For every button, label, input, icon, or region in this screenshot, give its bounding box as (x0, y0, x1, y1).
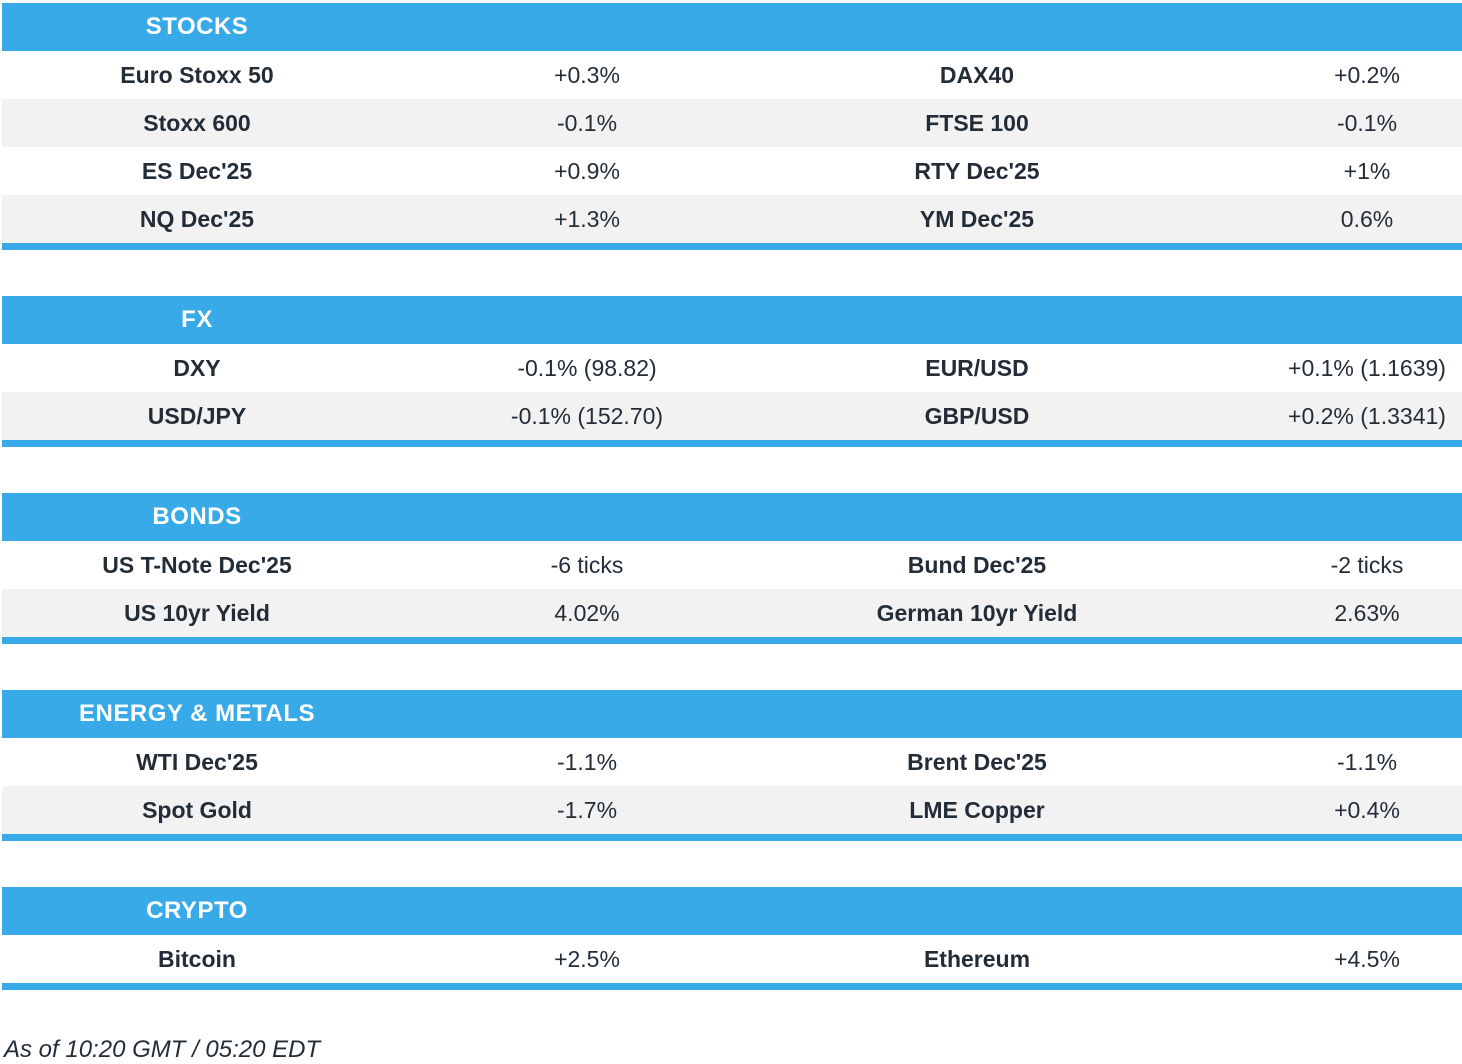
instrument-name: DAX40 (939, 62, 1015, 88)
table-row: US 10yr Yield 4.02% German 10yr Yield 2.… (2, 589, 1462, 637)
instrument-name: RTY Dec'25 (914, 158, 1040, 184)
section-header: BONDS (2, 493, 1462, 541)
instrument-change: -0.1% (1336, 110, 1398, 136)
table-row: ES Dec'25 +0.9% RTY Dec'25 +1% (2, 147, 1462, 195)
section-title: ENERGY & METALS (79, 700, 315, 727)
section-rows: US T-Note Dec'25 -6 ticks Bund Dec'25 -2… (2, 541, 1462, 637)
section-rows: Bitcoin +2.5% Ethereum +4.5% (2, 935, 1462, 983)
instrument-change: 4.02% (554, 600, 620, 626)
instrument-change: +0.4% (1334, 797, 1400, 823)
instrument-change: -6 ticks (550, 552, 624, 578)
section-header: STOCKS (2, 3, 1462, 51)
instrument-name: US 10yr Yield (124, 600, 270, 626)
instrument-name: DXY (173, 355, 221, 381)
table-row: Stoxx 600 -0.1% FTSE 100 -0.1% (2, 99, 1462, 147)
instrument-change: -0.1% (98.82) (517, 355, 657, 381)
sections-container: STOCKS Euro Stoxx 50 +0.3% DAX40 +0.2% S… (2, 3, 1462, 990)
instrument-change: -1.1% (1336, 749, 1398, 775)
instrument-change: +0.2% (1334, 62, 1400, 88)
section-title: FX (181, 306, 213, 333)
section-header: CRYPTO (2, 887, 1462, 935)
section-header: FX (2, 296, 1462, 344)
instrument-change: +1.3% (554, 206, 620, 232)
instrument-name: WTI Dec'25 (136, 749, 258, 775)
instrument-change: -0.1% (556, 110, 618, 136)
instrument-name: US T-Note Dec'25 (102, 552, 292, 578)
instrument-name: Bund Dec'25 (907, 552, 1047, 578)
section-rows: DXY -0.1% (98.82) EUR/USD +0.1% (1.1639)… (2, 344, 1462, 440)
instrument-name: GBP/USD (924, 403, 1030, 429)
instrument-name: LME Copper (909, 797, 1045, 823)
market-section: CRYPTO Bitcoin +2.5% Ethereum +4.5% (2, 887, 1462, 990)
section-underline (2, 834, 1462, 841)
instrument-name: Stoxx 600 (143, 110, 251, 136)
section-header: ENERGY & METALS (2, 690, 1462, 738)
market-section: FX DXY -0.1% (98.82) EUR/USD +0.1% (1.16… (2, 296, 1462, 447)
instrument-change: 0.6% (1340, 206, 1394, 232)
instrument-change: +0.3% (554, 62, 620, 88)
table-row: Spot Gold -1.7% LME Copper +0.4% (2, 786, 1462, 834)
table-row: US T-Note Dec'25 -6 ticks Bund Dec'25 -2… (2, 541, 1462, 589)
table-row: NQ Dec'25 +1.3% YM Dec'25 0.6% (2, 195, 1462, 243)
section-rows: WTI Dec'25 -1.1% Brent Dec'25 -1.1% Spot… (2, 738, 1462, 834)
instrument-name: USD/JPY (147, 403, 247, 429)
instrument-change: -1.1% (556, 749, 618, 775)
section-rows: Euro Stoxx 50 +0.3% DAX40 +0.2% Stoxx 60… (2, 51, 1462, 243)
instrument-change: +1% (1343, 158, 1391, 184)
instrument-change: +0.1% (1.1639) (1288, 355, 1446, 381)
instrument-change: +2.5% (554, 946, 620, 972)
instrument-change: -0.1% (152.70) (510, 403, 664, 429)
instrument-change: +0.2% (1.3341) (1288, 403, 1446, 429)
instrument-name: YM Dec'25 (919, 206, 1035, 232)
section-title: STOCKS (145, 13, 249, 40)
instrument-name: EUR/USD (925, 355, 1029, 381)
instrument-change: 2.63% (1334, 600, 1400, 626)
instrument-name: NQ Dec'25 (139, 206, 255, 232)
instrument-name: Ethereum (923, 946, 1031, 972)
market-section: BONDS US T-Note Dec'25 -6 ticks Bund Dec… (2, 493, 1462, 644)
instrument-name: FTSE 100 (925, 110, 1029, 136)
section-underline (2, 637, 1462, 644)
table-row: Euro Stoxx 50 +0.3% DAX40 +0.2% (2, 51, 1462, 99)
instrument-name: German 10yr Yield (876, 600, 1078, 626)
instrument-change: +4.5% (1334, 946, 1400, 972)
instrument-name: Brent Dec'25 (907, 749, 1047, 775)
instrument-change: -2 ticks (1330, 552, 1404, 578)
table-row: USD/JPY -0.1% (152.70) GBP/USD +0.2% (1.… (2, 392, 1462, 440)
section-underline (2, 243, 1462, 250)
instrument-change: +0.9% (554, 158, 620, 184)
section-title: BONDS (152, 503, 242, 530)
table-row: WTI Dec'25 -1.1% Brent Dec'25 -1.1% (2, 738, 1462, 786)
section-title: CRYPTO (146, 897, 248, 924)
instrument-change: -1.7% (556, 797, 618, 823)
instrument-name: ES Dec'25 (141, 158, 253, 184)
section-underline (2, 440, 1462, 447)
instrument-name: Euro Stoxx 50 (120, 62, 274, 88)
table-row: Bitcoin +2.5% Ethereum +4.5% (2, 935, 1462, 983)
instrument-name: Spot Gold (142, 797, 252, 823)
market-section: STOCKS Euro Stoxx 50 +0.3% DAX40 +0.2% S… (2, 3, 1462, 250)
market-section: ENERGY & METALS WTI Dec'25 -1.1% Brent D… (2, 690, 1462, 841)
table-row: DXY -0.1% (98.82) EUR/USD +0.1% (1.1639) (2, 344, 1462, 392)
section-underline (2, 983, 1462, 990)
timestamp-note: As of 10:20 GMT / 05:20 EDT (4, 1036, 321, 1063)
instrument-name: Bitcoin (158, 946, 236, 972)
